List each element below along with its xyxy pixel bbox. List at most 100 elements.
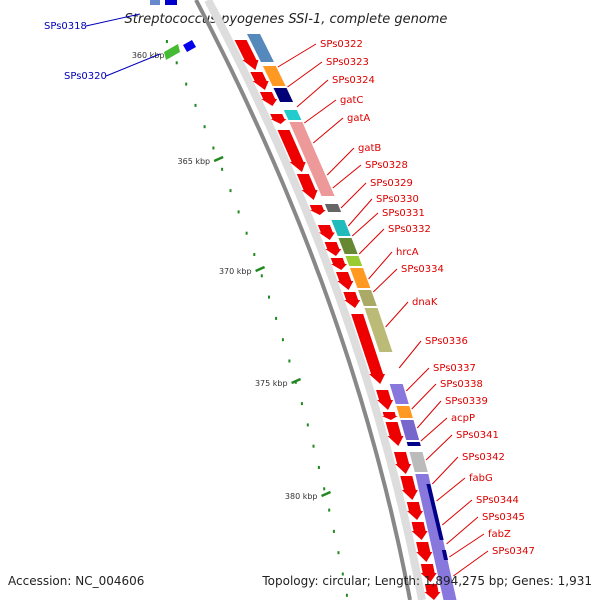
gene-label-sps0332[interactable]: SPs0332 [388,224,431,235]
cds-arrow[interactable] [335,272,354,290]
gene-label-dnak[interactable]: dnaK [412,297,438,308]
scale-minor-tick [345,593,348,597]
cds-arrow[interactable] [416,542,433,562]
gene-label-hrca[interactable]: hrcA [396,247,419,258]
gene-leader-line [287,61,323,88]
category-bar[interactable] [262,66,286,86]
gene-label-sps0339[interactable]: SPs0339 [445,396,488,407]
gene-label-sps0330[interactable]: SPs0330 [376,194,419,205]
cds-arrow[interactable] [309,205,326,215]
category-bar[interactable] [283,110,302,120]
category-bar[interactable] [289,122,335,196]
category-bar[interactable] [331,220,351,236]
category-bar[interactable] [273,88,294,102]
kbp-tick-label: 370 kbp [219,267,252,276]
gene-label-sps0344[interactable]: SPs0344 [476,495,519,506]
category-bar[interactable] [345,256,363,266]
gene-label-fabg[interactable]: fabG [469,473,493,484]
cds-arrow[interactable] [400,476,418,500]
cds-arrow[interactable] [324,242,342,256]
gene-label-sps0322[interactable]: SPs0322 [320,39,363,50]
gene-leader-line [425,434,453,461]
cds-arrow[interactable] [250,72,269,90]
category-bar[interactable] [364,308,393,352]
gene-spans0320-feature[interactable] [164,44,180,60]
cds-arrow[interactable] [381,412,398,420]
feature-tracks [150,0,457,600]
scale-minor-tick [317,466,320,469]
gene-spans0318-arrow[interactable] [165,0,177,5]
scale-minor-tick [221,167,224,171]
gene-leader-line [368,251,393,280]
gene-label-sps0329[interactable]: SPs0329 [370,178,413,189]
gene-leader-line [411,383,437,410]
category-bar-overlay[interactable] [426,484,444,540]
gene-leader-line [446,516,479,545]
gene-spans0320-arrow[interactable] [183,40,196,52]
category-bar[interactable] [247,34,274,62]
category-bar[interactable] [349,268,371,288]
gene-leader-line [347,198,373,227]
category-bar[interactable] [415,474,457,600]
cds-arrow[interactable] [424,584,441,600]
gene-label-sps0323[interactable]: SPs0323 [326,57,369,68]
map-title: Streptococcus pyogenes SSI-1, complete g… [125,12,448,27]
gene-label-sps0341[interactable]: SPs0341 [456,430,499,441]
cds-arrow[interactable] [385,422,404,446]
gene-leader-line [332,164,362,189]
gene-label-sps0338[interactable]: SPs0338 [440,379,483,390]
scale-minor-tick [203,125,206,129]
scale-minor-tick [245,231,248,235]
gene-label-gata[interactable]: gatA [347,113,370,124]
gene-label-gatb[interactable]: gatB [358,143,381,154]
genome-ring [194,0,426,600]
gene-label-sps0331[interactable]: SPs0331 [382,208,425,219]
gene-label-sps0334[interactable]: SPs0334 [401,264,444,275]
cds-arrow[interactable] [420,564,437,582]
gene-leader-line [312,117,344,144]
gene-label-sps0328[interactable]: SPs0328 [365,160,408,171]
cds-arrow[interactable] [343,292,361,308]
kbp-scale: 360 kbp 365 kbp 370 kbp 375 kbp 380 kbp [132,40,348,597]
scale-major-tick [255,265,266,273]
category-bar[interactable] [409,452,428,472]
cds-arrow[interactable] [277,130,306,172]
category-bar[interactable] [396,406,413,418]
scale-minor-tick [237,210,240,214]
cds-arrow[interactable] [406,502,423,520]
category-bar[interactable] [324,204,342,212]
gene-label-sps0337[interactable]: SPs0337 [433,363,476,374]
category-bar[interactable] [400,420,420,440]
gene-label-gatc[interactable]: gatC [340,95,363,106]
gene-label-fabz[interactable]: fabZ [488,529,511,540]
cds-arrow[interactable] [296,174,318,200]
gene-label-sps0336[interactable]: SPs0336 [425,336,468,347]
gene-label-sps0342[interactable]: SPs0342 [462,452,505,463]
cds-arrow[interactable] [330,258,347,270]
cds-arrow[interactable] [234,40,259,70]
category-bar[interactable] [338,238,358,254]
cds-arrow[interactable] [270,114,287,124]
gene-label-acpp[interactable]: acpP [451,413,475,424]
gene-label-sps0320[interactable]: SPs0320 [64,71,107,82]
cds-arrow[interactable] [411,522,428,540]
gene-label-sps0318[interactable]: SPs0318 [44,21,87,32]
gene-label-sps0324[interactable]: SPs0324 [332,75,375,86]
category-bar-overlay[interactable] [441,550,449,560]
category-bar[interactable] [406,442,421,446]
gene-leader-line [398,340,422,369]
category-bar[interactable] [389,384,409,404]
cds-arrow[interactable] [351,314,386,384]
gene-spans0318-feature[interactable] [150,0,160,5]
cds-arrow[interactable] [393,452,412,474]
cds-arrow[interactable] [317,225,335,240]
scale-minor-tick [288,359,291,363]
gene-label-sps0347[interactable]: SPs0347 [492,546,535,557]
gene-leader-line [296,79,329,108]
cds-arrow[interactable] [259,92,278,106]
gene-label-sps0345[interactable]: SPs0345 [482,512,525,523]
category-bar[interactable] [358,290,377,306]
genome-backbone [194,0,412,600]
cds-arrow[interactable] [376,390,394,410]
